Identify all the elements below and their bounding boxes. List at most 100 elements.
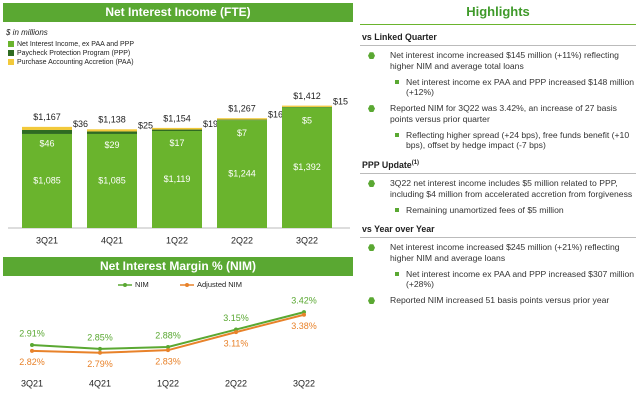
- bar-segment: [22, 126, 72, 130]
- x-tick-label: 1Q22: [166, 235, 188, 245]
- heading-text: vs Year over Year: [362, 224, 435, 235]
- value-label: $7: [237, 128, 247, 138]
- x-tick-label: 4Q21: [89, 378, 111, 388]
- value-label: $19: [203, 119, 218, 129]
- section: vs Linked Quarter Net interest income inc…: [360, 29, 636, 151]
- bar-segment: [152, 127, 202, 130]
- legend-label: NIM: [135, 280, 149, 289]
- bar-segment: [282, 105, 332, 107]
- legend-swatch: [8, 41, 14, 47]
- x-tick-label: 2Q22: [231, 235, 253, 245]
- bar-segment: [152, 129, 202, 132]
- value-label: $25: [138, 121, 153, 131]
- bar-segment: [217, 118, 267, 120]
- value-label: $46: [39, 138, 54, 148]
- section-heading: vs Year over Year: [360, 221, 636, 239]
- value-label: $16: [268, 109, 283, 119]
- bar-segment: [87, 131, 137, 134]
- value-label: 2.85%: [87, 332, 113, 342]
- value-label: 3.42%: [291, 296, 317, 306]
- legend-marker: [123, 283, 127, 287]
- section-heading: PPP Update(1): [360, 157, 636, 175]
- total-label: $1,138: [98, 115, 126, 125]
- x-tick-label: 2Q22: [225, 378, 247, 388]
- marker: [30, 348, 34, 353]
- legend-label: Paycheck Protection Program (PPP): [17, 50, 130, 57]
- x-tick-label: 1Q22: [157, 378, 179, 388]
- value-label: $15: [333, 97, 348, 107]
- marker: [166, 348, 170, 353]
- section: vs Year over Year Net interest income inc…: [360, 221, 636, 306]
- legend-swatch: [8, 59, 14, 65]
- section: PPP Update(1) 3Q22 net interest income in…: [360, 157, 636, 215]
- bar-segment: [22, 129, 72, 134]
- sub-bullet: Remaining unamortized fees of $5 million: [360, 205, 636, 216]
- bullet: Net interest income increased $245 milli…: [360, 242, 636, 263]
- heading-text: vs Linked Quarter: [362, 32, 437, 43]
- bar-segment: [282, 107, 332, 228]
- bar-segment: [217, 120, 267, 228]
- value-label: 3.11%: [224, 339, 249, 349]
- value-label: $1,119: [164, 174, 191, 184]
- bullet: Reported NIM increased 51 basis points v…: [360, 295, 636, 306]
- highlights-title: Highlights: [360, 4, 636, 26]
- bar-segment: [22, 133, 72, 228]
- chart-title: Net Interest Margin % (NIM): [100, 259, 256, 273]
- x-tick-label: 3Q22: [293, 378, 315, 388]
- value-label: $5: [302, 115, 312, 125]
- total-label: $1,154: [163, 113, 191, 123]
- bar-segment: [87, 133, 137, 228]
- legend-label: Purchase Accounting Accretion (PAA): [17, 59, 134, 66]
- value-label: $1,244: [228, 168, 256, 178]
- sub-bullet: Reflecting higher spread (+24 bps), free…: [360, 130, 636, 151]
- value-label: 2.79%: [87, 359, 113, 369]
- sub-bullet: Net interest income ex PAA and PPP incre…: [360, 269, 636, 290]
- value-label: $1,085: [98, 175, 126, 185]
- value-label: 2.82%: [19, 357, 45, 367]
- value-label: 2.88%: [155, 330, 181, 340]
- marker: [98, 346, 102, 351]
- legend-swatch: [8, 50, 14, 56]
- charts: Net Interest Income (FTE) $ in millions Ne…: [3, 3, 353, 388]
- total-label: $1,412: [293, 91, 321, 101]
- legend-label: Adjusted NIM: [197, 280, 242, 289]
- legend-marker: [185, 283, 189, 287]
- value-label: $1,392: [293, 162, 321, 172]
- total-label: $1,167: [33, 112, 61, 122]
- title-bar: [3, 257, 353, 276]
- x-tick-label: 4Q21: [101, 235, 123, 245]
- sub-bullet: Net interest income ex PAA and PPP incre…: [360, 77, 636, 98]
- value-label: 3.15%: [223, 313, 249, 323]
- value-label: $1,085: [33, 175, 61, 185]
- title-bar: [3, 3, 353, 22]
- marker: [302, 312, 306, 317]
- bar-segment: [152, 131, 202, 228]
- x-tick-label: 3Q21: [21, 378, 43, 388]
- bar-segment: [87, 129, 137, 132]
- subtitle: $ in millions: [5, 28, 48, 37]
- bullet: Reported NIM for 3Q22 was 3.42%, an incr…: [360, 103, 636, 124]
- value-label: $17: [169, 138, 184, 148]
- chart-title: Net Interest Income (FTE): [105, 5, 250, 19]
- x-tick-label: 3Q22: [296, 235, 318, 245]
- value-label: 2.83%: [155, 357, 181, 367]
- heading-text: PPP Update: [362, 160, 412, 171]
- value-label: 2.91%: [19, 328, 45, 338]
- value-label: $36: [73, 119, 88, 129]
- footnote-ref: (1): [411, 160, 420, 167]
- bullet: 3Q22 net interest income includes $5 mil…: [360, 178, 636, 199]
- value-label: 3.38%: [291, 321, 317, 331]
- x-tick-label: 3Q21: [36, 235, 58, 245]
- marker: [166, 344, 170, 349]
- value-label: $29: [104, 140, 119, 150]
- marker: [234, 330, 238, 335]
- highlights-panel: Highlights vs Linked Quarter Net interest…: [360, 4, 636, 312]
- total-label: $1,267: [228, 104, 256, 114]
- section-heading: vs Linked Quarter: [360, 29, 636, 47]
- legend-label: Net Interest Income, ex PAA and PPP: [17, 41, 134, 48]
- marker: [30, 343, 34, 348]
- bullet: Net interest income increased $145 milli…: [360, 50, 636, 71]
- marker: [98, 350, 102, 355]
- bar-segment: [217, 119, 267, 121]
